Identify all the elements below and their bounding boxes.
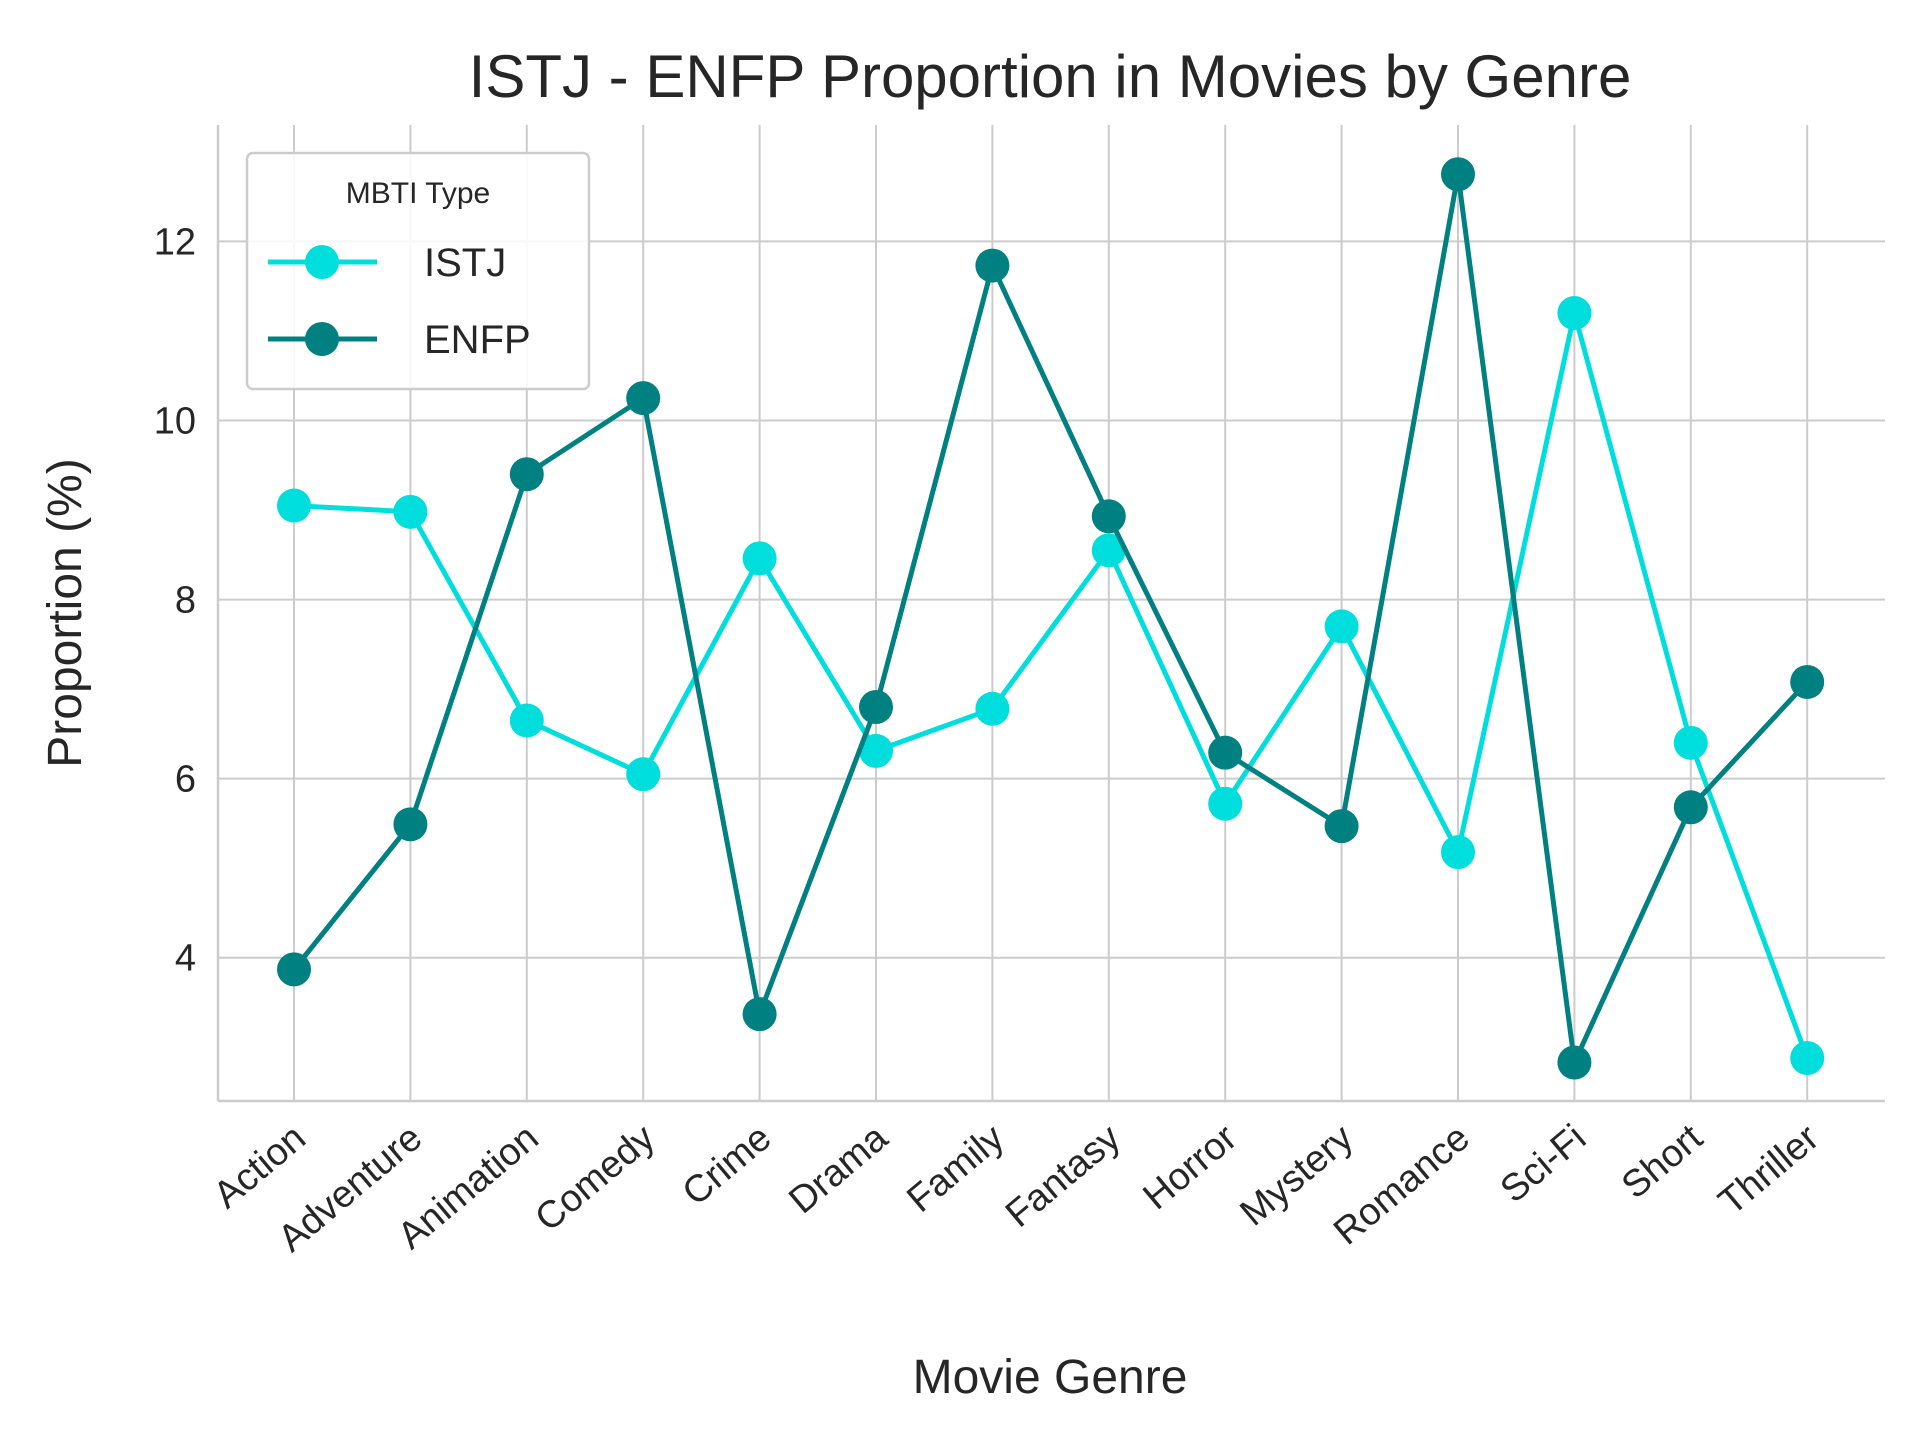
data-point-enfp [859, 690, 893, 725]
data-point-enfp [1324, 809, 1359, 844]
data-point-istj [626, 757, 661, 792]
legend-marker-enfp [305, 322, 339, 356]
series-enfp [277, 157, 1825, 1080]
x-axis-label: Movie Genre [913, 1351, 1188, 1404]
y-tick-label: 6 [175, 759, 196, 801]
axes-spines [216, 125, 1885, 1103]
y-axis-label: Proportion (%) [39, 458, 92, 767]
y-tick-labels: 4 6 8 10 12 [154, 221, 196, 979]
legend-label-enfp: ENFP [424, 318, 531, 362]
data-point-enfp [626, 381, 661, 416]
data-point-enfp [509, 457, 544, 492]
x-tick-label: Thriller [1711, 1117, 1827, 1224]
data-point-istj [859, 733, 893, 768]
x-tick-label: Family [899, 1117, 1012, 1221]
data-point-enfp [277, 952, 311, 987]
data-point-istj [277, 488, 311, 523]
data-point-istj [1790, 1041, 1825, 1076]
legend-marker-istj [305, 245, 339, 279]
data-point-istj [1557, 296, 1592, 331]
data-point-enfp [742, 997, 777, 1032]
data-point-enfp [1557, 1045, 1592, 1080]
data-point-enfp [393, 807, 428, 842]
x-tick-label: Horror [1135, 1117, 1245, 1219]
data-point-istj [1091, 533, 1126, 568]
x-tick-label: Fantasy [998, 1117, 1129, 1236]
y-tick-label: 8 [175, 580, 196, 622]
legend-label-istj: ISTJ [424, 241, 506, 285]
data-point-enfp [1673, 790, 1708, 825]
x-tick-label: Sci-Fi [1493, 1117, 1594, 1212]
series-istj [277, 296, 1825, 1076]
chart-title: ISTJ - ENFP Proportion in Movies by Genr… [469, 43, 1632, 110]
x-tick-label: Drama [781, 1116, 896, 1222]
data-point-enfp [975, 248, 1010, 283]
series-line-enfp [292, 171, 1810, 1065]
y-tick-label: 4 [175, 938, 196, 980]
data-point-istj [1324, 609, 1359, 644]
series-line-istj [293, 310, 1810, 1059]
series-lines [277, 157, 1825, 1080]
data-point-enfp [1208, 735, 1243, 770]
y-tick-label: 12 [154, 221, 196, 263]
data-point-enfp [1790, 664, 1825, 699]
data-point-istj [975, 691, 1010, 726]
data-point-istj [393, 494, 428, 529]
data-point-istj [742, 541, 777, 576]
data-point-enfp [1091, 499, 1126, 534]
data-point-enfp [1441, 157, 1475, 192]
x-tick-label: Crime [675, 1117, 780, 1214]
data-point-istj [1208, 786, 1243, 821]
y-tick-label: 10 [154, 400, 196, 442]
data-point-istj [1441, 835, 1475, 870]
legend: MBTI Type ISTJ ENFP [245, 151, 591, 391]
legend-entries: ISTJ ENFP [268, 241, 531, 362]
x-tick-label: Short [1614, 1116, 1711, 1207]
x-tick-label: Comedy [528, 1117, 663, 1240]
data-point-istj [1673, 725, 1708, 760]
legend-title: MBTI Type [346, 177, 491, 210]
data-point-istj [509, 703, 544, 738]
x-tick-label: Action [206, 1117, 314, 1217]
